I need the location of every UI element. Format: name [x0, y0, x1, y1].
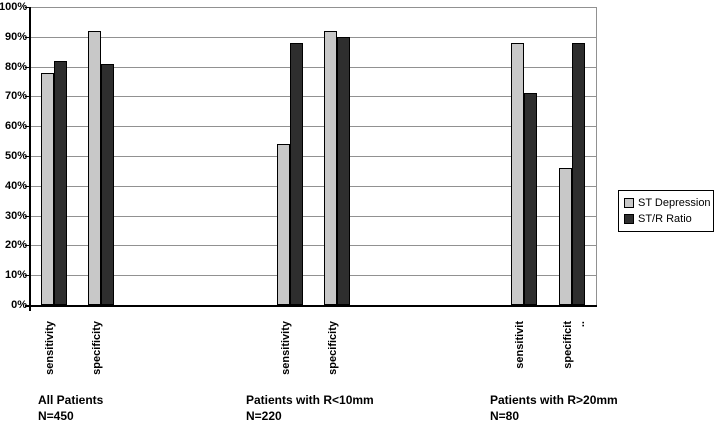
y-tick: [25, 215, 30, 217]
gridline: [30, 66, 596, 68]
y-tick-label: 60%: [4, 120, 27, 133]
legend-label: ST/R Ratio: [638, 213, 692, 225]
group-caption: Patients with R>20mm N=80: [490, 392, 618, 424]
bar-st-r-ratio: [572, 43, 585, 305]
plot-right-border: [596, 7, 597, 305]
y-tick: [25, 275, 30, 277]
bar-st-r-ratio: [54, 61, 67, 305]
category-label: sensitivity: [280, 321, 292, 375]
y-tick: [25, 126, 30, 128]
y-tick-label: 0%: [11, 299, 27, 311]
y-tick-label: 50%: [4, 150, 27, 162]
x-axis-line: [25, 305, 597, 307]
group-caption-line: N=450: [38, 409, 74, 423]
category-label-suffix: ..: [575, 321, 587, 328]
group-caption-line: Patients with R<10mm: [246, 393, 374, 407]
group-caption-line: Patients with R>20mm: [490, 393, 618, 407]
gridline: [30, 275, 596, 277]
bar-st-depression: [511, 43, 524, 305]
y-tick: [25, 36, 30, 38]
y-tick: [25, 305, 30, 306]
y-tick: [25, 185, 30, 187]
y-tick-label: 90%: [4, 30, 27, 43]
group-caption-line: N=80: [490, 409, 520, 423]
gridline: [30, 36, 596, 38]
bar-st-r-ratio: [290, 43, 303, 305]
y-axis-line: [29, 7, 31, 311]
y-tick: [25, 7, 30, 8]
category-label: sensitivity: [44, 321, 56, 375]
y-tick-label: 70%: [4, 90, 27, 103]
group-caption-line: N=220: [246, 409, 282, 423]
y-tick: [25, 66, 30, 68]
legend-swatch-icon: [624, 214, 634, 224]
group-caption: All Patients N=450: [38, 392, 103, 424]
y-tick-label: 100%: [0, 1, 28, 13]
group-caption: Patients with R<10mm N=220: [246, 392, 374, 424]
bar-st-depression: [88, 31, 101, 305]
bar-st-r-ratio: [337, 37, 350, 305]
y-tick-label: 80%: [4, 60, 27, 73]
bar-st-r-ratio: [101, 64, 114, 305]
legend: ST Depression ST/R Ratio: [618, 190, 714, 232]
gridline: [30, 245, 596, 247]
category-label: specificity: [91, 321, 103, 375]
y-tick-label: 10%: [4, 269, 27, 282]
gridline: [30, 126, 596, 128]
gridline: [30, 156, 596, 157]
bar-st-depression: [41, 73, 54, 305]
legend-swatch-icon: [624, 198, 634, 208]
bar-st-depression: [559, 168, 572, 305]
legend-label: ST Depression: [638, 197, 711, 209]
bar-st-depression: [324, 31, 337, 305]
group-caption-line: All Patients: [38, 393, 104, 407]
gridline: [30, 185, 596, 187]
gridline: [30, 215, 596, 217]
y-tick: [25, 96, 30, 98]
y-tick-label: 40%: [4, 179, 27, 192]
legend-item: ST Depression: [624, 195, 711, 211]
y-tick-label: 30%: [4, 209, 27, 222]
y-tick: [25, 156, 30, 157]
y-tick: [25, 245, 30, 247]
bar-st-r-ratio: [524, 93, 537, 305]
legend-item: ST/R Ratio: [624, 211, 708, 227]
bar-st-depression: [277, 144, 290, 305]
gridline: [30, 96, 596, 98]
category-label: sensitivit: [514, 321, 526, 369]
category-label: specificit: [562, 321, 574, 369]
gridline: [30, 7, 596, 8]
y-tick-label: 20%: [4, 239, 27, 252]
category-label: specificity: [327, 321, 339, 375]
